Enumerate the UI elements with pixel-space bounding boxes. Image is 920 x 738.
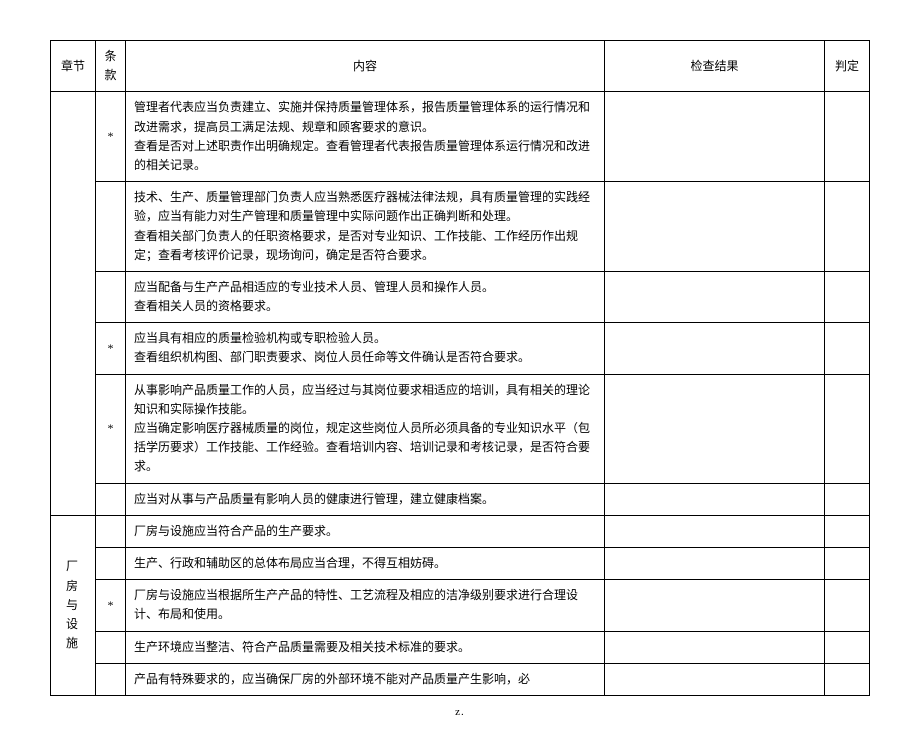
content-cell: 产品有特殊要求的，应当确保厂房的外部环境不能对产品质量产生影响，必 xyxy=(126,663,605,695)
judge-cell xyxy=(825,483,870,515)
clause-cell: * xyxy=(96,580,126,631)
content-cell: 生产、行政和辅助区的总体布局应当合理，不得互相妨碍。 xyxy=(126,547,605,579)
result-cell xyxy=(605,483,825,515)
judge-cell xyxy=(825,323,870,374)
result-cell xyxy=(605,323,825,374)
judge-cell xyxy=(825,271,870,322)
clause-cell xyxy=(96,182,126,272)
judge-cell xyxy=(825,547,870,579)
header-result: 检查结果 xyxy=(605,41,825,92)
content-cell: 厂房与设施应当符合产品的生产要求。 xyxy=(126,515,605,547)
result-cell xyxy=(605,580,825,631)
content-cell: 应当对从事与产品质量有影响人员的健康进行管理，建立健康档案。 xyxy=(126,483,605,515)
judge-cell xyxy=(825,515,870,547)
result-cell xyxy=(605,515,825,547)
result-cell xyxy=(605,182,825,272)
table-row: *厂房与设施应当根据所生产产品的特性、工艺流程及相应的洁净级别要求进行合理设计、… xyxy=(51,580,870,631)
judge-cell xyxy=(825,182,870,272)
table-row: *管理者代表应当负责建立、实施并保持质量管理体系，报告质量管理体系的运行情况和改… xyxy=(51,92,870,182)
table-row: 产品有特殊要求的，应当确保厂房的外部环境不能对产品质量产生影响，必 xyxy=(51,663,870,695)
table-row: *从事影响产品质量工作的人员，应当经过与其岗位要求相适应的培训，具有相关的理论知… xyxy=(51,374,870,483)
content-cell: 从事影响产品质量工作的人员，应当经过与其岗位要求相适应的培训，具有相关的理论知识… xyxy=(126,374,605,483)
content-cell: 管理者代表应当负责建立、实施并保持质量管理体系，报告质量管理体系的运行情况和改进… xyxy=(126,92,605,182)
result-cell xyxy=(605,631,825,663)
clause-cell xyxy=(96,663,126,695)
header-judge: 判定 xyxy=(825,41,870,92)
clause-cell xyxy=(96,547,126,579)
table-body: *管理者代表应当负责建立、实施并保持质量管理体系，报告质量管理体系的运行情况和改… xyxy=(51,92,870,696)
judge-cell xyxy=(825,580,870,631)
judge-cell xyxy=(825,92,870,182)
table-row: 应当配备与生产产品相适应的专业技术人员、管理人员和操作人员。查看相关人员的资格要… xyxy=(51,271,870,322)
judge-cell xyxy=(825,374,870,483)
result-cell xyxy=(605,374,825,483)
result-cell xyxy=(605,271,825,322)
table-row: 应当对从事与产品质量有影响人员的健康进行管理，建立健康档案。 xyxy=(51,483,870,515)
result-cell xyxy=(605,547,825,579)
clause-cell xyxy=(96,271,126,322)
content-cell: 技术、生产、质量管理部门负责人应当熟悉医疗器械法律法规，具有质量管理的实践经验，… xyxy=(126,182,605,272)
content-cell: 应当具有相应的质量检验机构或专职检验人员。查看组织机构图、部门职责要求、岗位人员… xyxy=(126,323,605,374)
result-cell xyxy=(605,663,825,695)
table-row: 厂房与设施厂房与设施应当符合产品的生产要求。 xyxy=(51,515,870,547)
clause-cell xyxy=(96,631,126,663)
table-row: *应当具有相应的质量检验机构或专职检验人员。查看组织机构图、部门职责要求、岗位人… xyxy=(51,323,870,374)
page-footer: z. xyxy=(50,706,870,718)
header-clause: 条款 xyxy=(96,41,126,92)
table-row: 生产环境应当整洁、符合产品质量需要及相关技术标准的要求。 xyxy=(51,631,870,663)
chapter-cell-blank xyxy=(51,92,96,515)
clause-cell: * xyxy=(96,92,126,182)
clause-cell: * xyxy=(96,374,126,483)
clause-cell xyxy=(96,483,126,515)
clause-cell: * xyxy=(96,323,126,374)
table-row: 技术、生产、质量管理部门负责人应当熟悉医疗器械法律法规，具有质量管理的实践经验，… xyxy=(51,182,870,272)
header-chapter: 章节 xyxy=(51,41,96,92)
clause-cell xyxy=(96,515,126,547)
header-content: 内容 xyxy=(126,41,605,92)
content-cell: 生产环境应当整洁、符合产品质量需要及相关技术标准的要求。 xyxy=(126,631,605,663)
result-cell xyxy=(605,92,825,182)
chapter-cell-facility: 厂房与设施 xyxy=(51,515,96,695)
judge-cell xyxy=(825,663,870,695)
content-cell: 厂房与设施应当根据所生产产品的特性、工艺流程及相应的洁净级别要求进行合理设计、布… xyxy=(126,580,605,631)
table-header-row: 章节 条款 内容 检查结果 判定 xyxy=(51,41,870,92)
judge-cell xyxy=(825,631,870,663)
content-cell: 应当配备与生产产品相适应的专业技术人员、管理人员和操作人员。查看相关人员的资格要… xyxy=(126,271,605,322)
inspection-table: 章节 条款 内容 检查结果 判定 *管理者代表应当负责建立、实施并保持质量管理体… xyxy=(50,40,870,696)
table-row: 生产、行政和辅助区的总体布局应当合理，不得互相妨碍。 xyxy=(51,547,870,579)
